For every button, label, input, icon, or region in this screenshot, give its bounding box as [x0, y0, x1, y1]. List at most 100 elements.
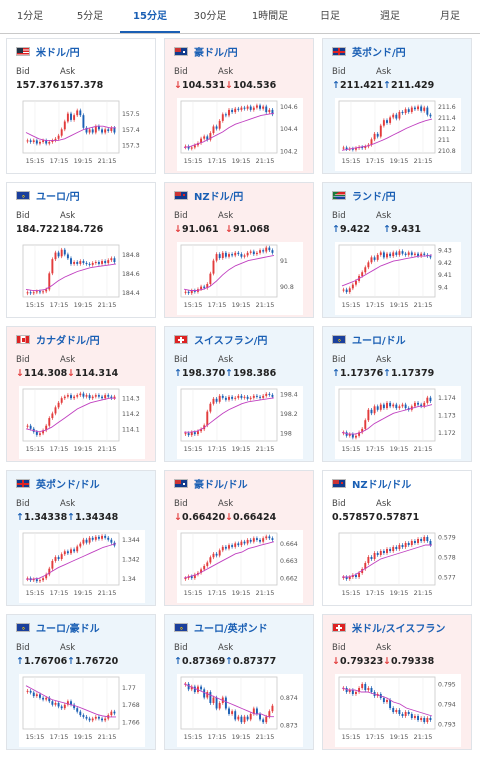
currency-pair[interactable]: ランド/円: [352, 191, 396, 203]
candle-body: [54, 703, 57, 705]
candle-body: [104, 261, 107, 263]
price-chart[interactable]: 15:15 17:15 19:15 21:15 104.6 104.4 104.2: [177, 98, 303, 171]
candle-body: [228, 109, 230, 116]
candle-body: [404, 712, 407, 716]
rate-card[interactable]: NZドル/ドル Bid Ask 0.57857 0.57871 15:15 17:15 19:…: [322, 470, 472, 606]
price-chart[interactable]: 15:15 17:15 19:15 21:15 0.795 0.794 0.793: [335, 674, 461, 747]
tab-2[interactable]: 15分足: [120, 0, 180, 33]
rate-card[interactable]: 豪ドル/円 Bid Ask ↓104.531 ↓104.536 15:15 17:15 19:…: [164, 38, 314, 174]
card-title: 豪ドル/ドル: [174, 476, 248, 491]
candle-body: [401, 111, 404, 114]
currency-pair[interactable]: NZドル/ドル: [352, 479, 412, 491]
x-tick-label: 15:15: [184, 733, 203, 741]
candle-body: [79, 543, 82, 547]
candle-body: [429, 397, 432, 402]
candle-body: [246, 252, 249, 256]
price-chart[interactable]: 15:15 17:15 19:15 21:15 211.6 211.4 211.2 211 21…: [335, 98, 461, 171]
candle-body: [110, 127, 113, 131]
currency-pair[interactable]: 英ポンド/円: [352, 47, 406, 59]
candle-body: [70, 113, 72, 120]
candle-body: [351, 284, 354, 289]
bid-number: 114.308: [23, 368, 68, 379]
y-tick-label: 1.766: [122, 720, 140, 727]
price-chart[interactable]: 15:15 17:15 19:15 21:15 0.874 0.873: [177, 674, 303, 747]
candle-body: [66, 113, 69, 122]
price-chart[interactable]: 15:15 17:15 19:15 21:15 91 90.8: [177, 242, 303, 315]
candle-body: [373, 406, 376, 414]
candle-body: [42, 140, 45, 142]
candle-body: [218, 550, 221, 556]
candle-body: [91, 396, 94, 399]
candle-body: [376, 254, 379, 260]
price-chart[interactable]: 15:15 17:15 19:15 21:15 1.344 1.342 1.34: [19, 530, 145, 603]
candle-body: [193, 574, 196, 579]
currency-pair[interactable]: スイスフラン/円: [194, 335, 268, 347]
moving-average-line: [341, 404, 433, 435]
rate-card[interactable]: NZドル/円 Bid Ask ↓91.061 ↓91.068 15:15 17:15 19:1…: [164, 182, 314, 318]
currency-pair[interactable]: ユーロ/豪ドル: [36, 623, 100, 635]
price-chart[interactable]: 15:15 17:15 19:15 21:15 198.4 198.2 198: [177, 386, 303, 459]
currency-pair[interactable]: 米ドル/スイスフラン: [352, 623, 446, 635]
candle-body: [101, 396, 103, 399]
candle-body: [212, 697, 215, 703]
candle-body: [243, 107, 246, 109]
candle-body: [97, 262, 100, 264]
currency-pair[interactable]: 英ポンド/ドル: [36, 479, 100, 491]
candle-body: [54, 138, 57, 141]
price-chart[interactable]: 15:15 17:15 19:15 21:15 157.5 157.4 157.3: [19, 98, 145, 171]
price-chart[interactable]: 15:15 17:15 19:15 21:15 0.664 0.663 0.662: [177, 530, 303, 603]
price-chart[interactable]: 15:15 17:15 19:15 21:15 0.579 0.578 0.577: [335, 530, 461, 603]
candle-body: [379, 252, 382, 255]
tab-1[interactable]: 5分足: [76, 11, 104, 22]
candle-body: [271, 394, 274, 397]
price-chart[interactable]: 15:15 17:15 19:15 21:15 1.174 1.173 1.172: [335, 386, 461, 459]
currency-pair[interactable]: ユーロ/円: [36, 191, 80, 203]
currency-pair[interactable]: カナダドル/円: [36, 335, 100, 347]
rate-card[interactable]: ユーロ/豪ドル Bid Ask ↑1.76706 ↑1.76720 15:15 17:15 1…: [6, 614, 156, 750]
x-tick-label: 15:15: [342, 589, 361, 597]
tab-0[interactable]: 1分足: [16, 11, 44, 22]
ask-label: Ask: [376, 643, 392, 653]
price-chart[interactable]: 15:15 17:15 19:15 21:15 9.43 9.42 9.41 9.4: [335, 242, 461, 315]
rate-card[interactable]: ユーロ/英ポンド Bid Ask ↑0.87369 ↑0.87377 15:15 17:15…: [164, 614, 314, 750]
rate-card[interactable]: 豪ドル/ドル Bid Ask ↓0.66420 ↓0.66424 15:15 17:15 19…: [164, 470, 314, 606]
rate-card[interactable]: 米ドル/スイスフラン Bid Ask ↓0.79323 ↓0.79338 15:15 17:…: [322, 614, 472, 750]
currency-pair[interactable]: 豪ドル/ドル: [194, 479, 248, 491]
candle-body: [215, 553, 218, 556]
tab-4[interactable]: 1時間足: [251, 11, 289, 22]
price-chart[interactable]: 15:15 17:15 19:15 21:15 184.8 184.6 184.4: [19, 242, 145, 315]
rate-card[interactable]: 米ドル/円 Bid Ask 157.376 157.378 15:15 17:15 19:15…: [6, 38, 156, 174]
candle-body: [82, 715, 85, 717]
rate-card[interactable]: ユーロ/円 Bid Ask 184.722 184.726 15:15 17:15 19:15…: [6, 182, 156, 318]
currency-pair[interactable]: NZドル/円: [194, 191, 244, 203]
currency-pair[interactable]: ユーロ/英ポンド: [194, 623, 268, 635]
tab-7[interactable]: 月足: [440, 11, 460, 22]
ask-label: Ask: [376, 355, 392, 365]
rate-card[interactable]: カナダドル/円 Bid Ask ↓114.308 ↓114.314 15:15 17:15 1…: [6, 326, 156, 462]
tab-6[interactable]: 週足: [380, 11, 400, 22]
y-tick-label: 157.5: [122, 111, 140, 118]
ask-number: 0.79338: [390, 656, 435, 667]
rate-card[interactable]: 英ポンド/ドル Bid Ask ↑1.34338 ↑1.34348 15:15 17:15 1…: [6, 470, 156, 606]
rate-card[interactable]: ユーロ/ドル Bid Ask ↑1.17376 ↑1.17379 15:15 17:15 19…: [322, 326, 472, 462]
candle-body: [224, 397, 227, 400]
price-chart[interactable]: 15:15 17:15 19:15 21:15 1.77 1.768 1.766: [19, 674, 145, 747]
y-tick-label: 210.8: [438, 148, 456, 155]
candle-body: [97, 536, 100, 539]
currency-pair[interactable]: 豪ドル/円: [194, 47, 238, 59]
candle-body: [35, 579, 38, 582]
currency-pair[interactable]: ユーロ/ドル: [352, 335, 406, 347]
candle-body: [358, 688, 361, 692]
rate-card[interactable]: 英ポンド/円 Bid Ask ↑211.421 ↑211.429 15:15 17:15 19…: [322, 38, 472, 174]
tab-5[interactable]: 日足: [320, 11, 340, 22]
candle-body: [107, 395, 110, 397]
tab-3[interactable]: 30分足: [193, 11, 227, 22]
rate-card[interactable]: ランド/円 Bid Ask ↑9.422 ↑9.431 15:15 17:15 19:15 21…: [322, 182, 472, 318]
candle-body: [35, 431, 38, 435]
price-chart[interactable]: 15:15 17:15 19:15 21:15 114.3 114.2 114.1: [19, 386, 145, 459]
rate-card[interactable]: スイスフラン/円 Bid Ask ↑198.370 ↑198.386 15:15 17:15…: [164, 326, 314, 462]
candle-body: [187, 291, 190, 294]
candle-body: [35, 291, 38, 293]
currency-pair[interactable]: 米ドル/円: [36, 47, 80, 59]
flag-icon: [174, 478, 188, 488]
